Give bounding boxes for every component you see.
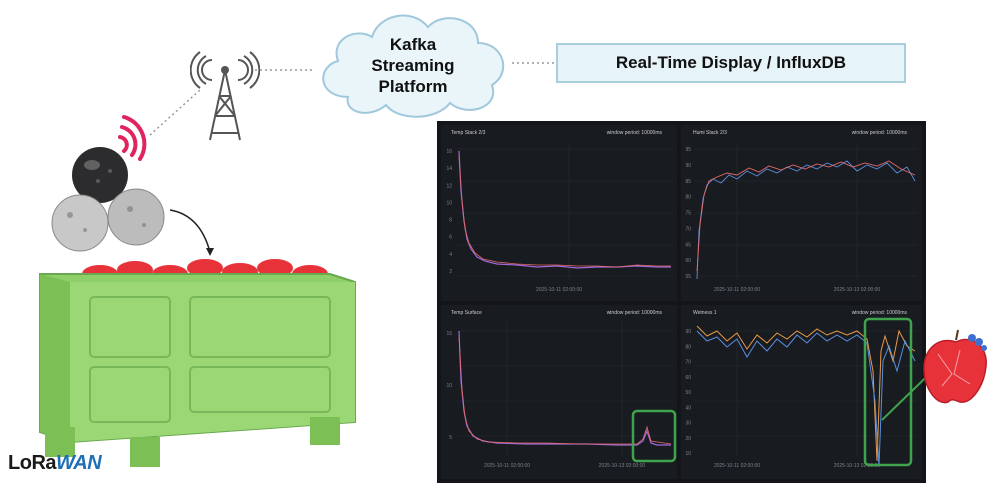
panel-2-period: window period: 10000ms <box>852 130 908 136</box>
panel-4-xtick-2: 2025-10-13 02:00:00 <box>834 463 881 469</box>
panel-4-series <box>696 325 916 462</box>
panel-2-ytick: 55 <box>685 274 691 280</box>
panel-2-ytick: 60 <box>685 258 691 264</box>
panel-1-ytick: 14 <box>446 166 452 172</box>
panel-1-ytick: 8 <box>449 218 452 224</box>
logo-ra: Ra <box>31 452 57 474</box>
panel-3-ytick: 15 <box>446 331 452 337</box>
panel-2-ytick: 90 <box>685 163 691 169</box>
panel-3-xtick-2: 2025-10-13 02:00:00 <box>599 463 646 469</box>
panel-4-ytick: 50 <box>685 390 691 396</box>
realtime-display-label: Real-Time Display / InfluxDB <box>615 53 847 72</box>
panel-1-xtick: 2025-10-11 02:00:00 <box>536 287 582 293</box>
panel-2-xtick-1: 2025-10-11 02:00:00 <box>714 287 760 293</box>
lorawan-logo: LoRaWAN <box>8 452 102 475</box>
logo-lo: Lo <box>8 452 32 474</box>
panel-3-xtick-1: 2025-10-11 02:00:00 <box>484 463 530 469</box>
apple-icon <box>881 329 987 421</box>
highlight-box-temp-surface <box>631 409 677 463</box>
panel-2-series-2 <box>696 160 916 272</box>
panel-2-ytick: 65 <box>685 242 691 248</box>
sensor-spheres <box>51 115 165 252</box>
panel-4-ytick: 80 <box>685 344 691 350</box>
realtime-display-box: Real-Time Display / InfluxDB <box>556 43 906 83</box>
cloud-line-1: Kafka <box>390 35 437 54</box>
panel-3-period: window period: 10000ms <box>607 310 663 316</box>
kafka-cloud: Kafka Streaming Platform <box>322 14 505 118</box>
panel-1-series-2 <box>458 156 671 268</box>
cloud-line-3: Platform <box>379 77 448 96</box>
panel-1-title: Temp Stack 2/3 <box>451 130 486 136</box>
dashboard-svg: Temp Stack 2/3 window period: 10000ms Hu… <box>441 125 922 479</box>
dashboard-panel: Temp Stack 2/3 window period: 10000ms Hu… <box>437 121 926 483</box>
cloud-line-2: Streaming <box>371 56 454 75</box>
logo-wan: WAN <box>56 452 102 474</box>
panel-3-ytick: 5 <box>449 435 452 441</box>
panel-3-series-2 <box>458 336 672 445</box>
panel-1-ytick: 2 <box>449 269 452 275</box>
panel-2-ytick: 95 <box>685 147 691 153</box>
panel-4-ytick: 90 <box>685 329 691 335</box>
panel-1-ytick: 16 <box>446 149 452 155</box>
panel-1-ytick: 12 <box>446 183 452 189</box>
panel-4-ytick: 60 <box>685 375 691 381</box>
panel-1-ytick: 6 <box>449 235 452 241</box>
panel-1-ytick: 4 <box>449 252 452 258</box>
cell-tower-icon <box>190 51 260 141</box>
panel-3-ytick: 10 <box>446 383 452 389</box>
panel-2-ytick: 80 <box>685 195 691 201</box>
panel-1-ytick: 10 <box>446 200 452 206</box>
panel-2-xtick-2: 2025-10-13 02:00:00 <box>834 287 881 293</box>
panel-1-period: window period: 10000ms <box>607 130 663 136</box>
panel-4-ytick: 40 <box>685 405 691 411</box>
panel-4-ytick: 70 <box>685 360 691 366</box>
panel-4-period: window period: 10000ms <box>852 310 908 316</box>
panel-2-series <box>696 160 916 280</box>
panel-2-ytick: 85 <box>685 179 691 185</box>
panel-4-ytick: 10 <box>685 451 691 457</box>
apple-crate <box>39 259 356 467</box>
panel-2-ytick: 75 <box>685 211 691 217</box>
panel-4-ytick: 30 <box>685 421 691 427</box>
panel-bg-3 <box>441 305 677 479</box>
panel-3-title: Temp Surface <box>451 310 482 316</box>
panel-4-ytick: 20 <box>685 436 691 442</box>
panel-2-title: Humi Stack 2/3 <box>693 130 727 136</box>
panel-4-xtick-1: 2025-10-11 02:00:00 <box>714 463 760 469</box>
panel-4-series-2 <box>696 330 916 467</box>
panel-2-ytick: 70 <box>685 226 691 232</box>
panel-4-title: Wetness 1 <box>693 310 717 316</box>
